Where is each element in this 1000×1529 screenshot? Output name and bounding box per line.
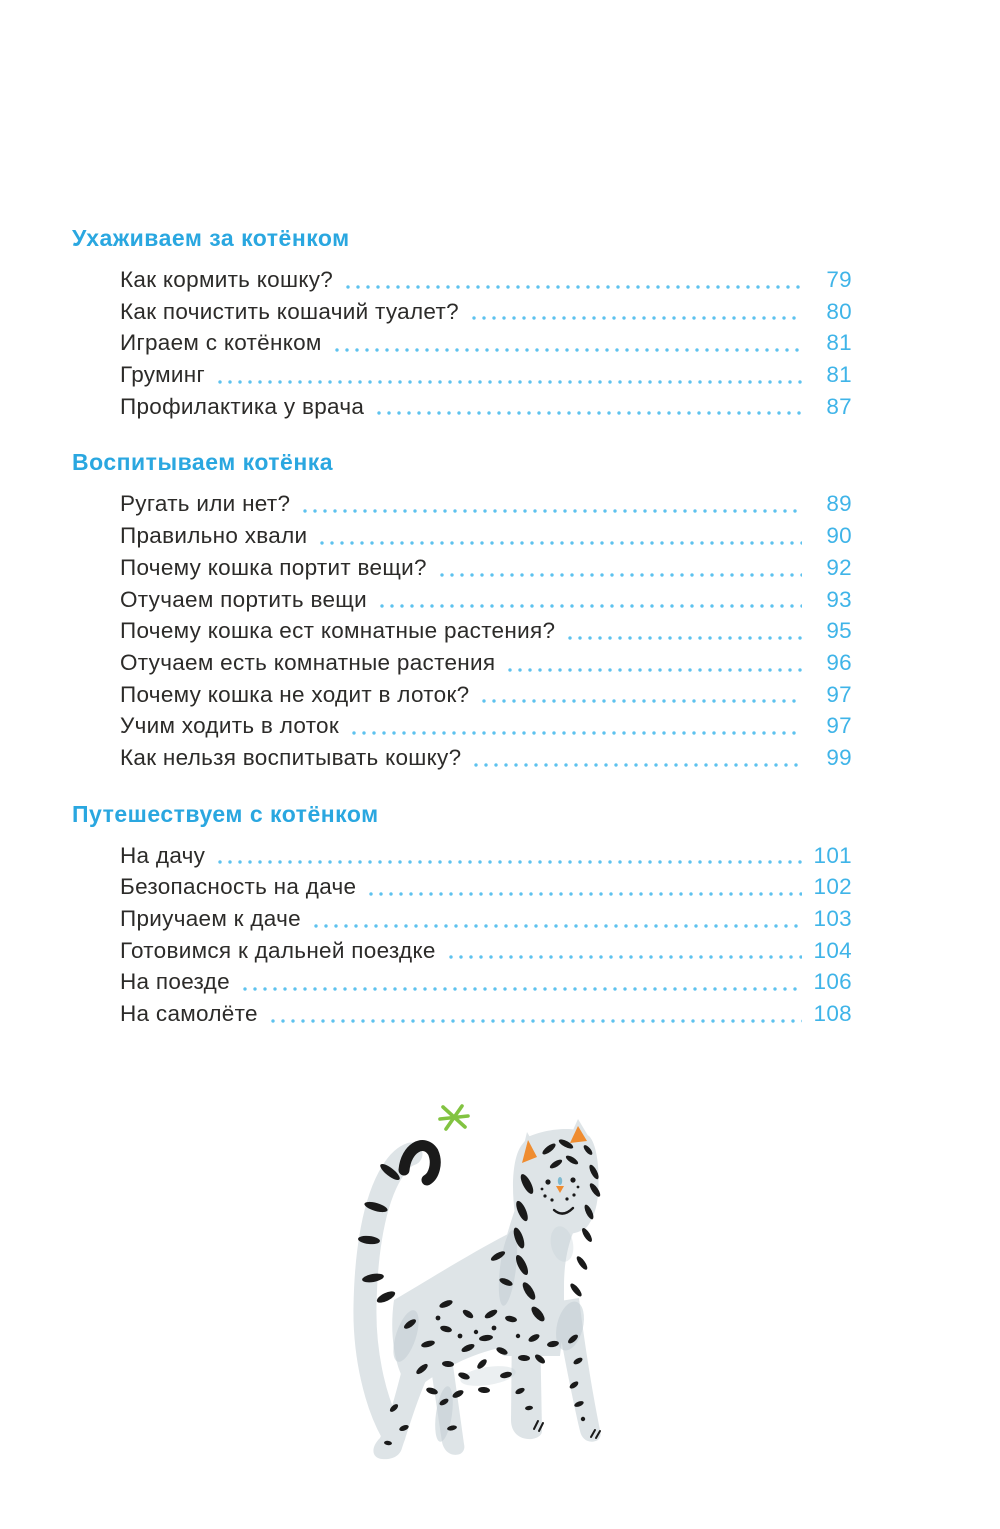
dotted-leader	[343, 284, 802, 289]
toc-entry: Ругать или нет? 89	[72, 488, 852, 520]
cat-tail	[353, 1142, 423, 1448]
dotted-leader	[310, 923, 802, 928]
dotted-leader	[445, 955, 802, 960]
toc-entry-page-number: 89	[826, 491, 852, 517]
toc-entry-title: Почему кошка ест комнатные растения?	[120, 618, 556, 644]
toc-entry: Как нельзя воспитывать кошку? 99	[72, 742, 852, 774]
toc-entry: Как кормить кошку? 79	[72, 264, 852, 296]
toc-entry: Груминг 81	[72, 359, 852, 391]
toc-entry-page-number: 93	[826, 586, 852, 612]
cat-ear-inner	[522, 1126, 587, 1163]
toc-entry: Почему кошка не ходит в лоток? 97	[72, 679, 852, 711]
toc-entry-page-number: 101	[813, 842, 852, 868]
section-heading: Воспитываем котёнка	[72, 449, 334, 476]
toc-entry-page-number: 97	[826, 681, 852, 707]
toc-entry-page-number: 79	[826, 267, 852, 292]
toc-entry-page-number: 103	[813, 906, 852, 931]
toc-section: Путешествуем с котёнком На дачу 101 Безопас…	[72, 797, 852, 1030]
toc-entry-page-number: 95	[826, 618, 852, 644]
toc-entry: Отучаем портить вещи 93	[72, 584, 852, 616]
toc-entry-page-number: 87	[826, 393, 852, 419]
toc-entry-title: Ругать или нет?	[120, 491, 291, 517]
dotted-leader	[468, 316, 802, 321]
toc-entry-title: Почему кошка портит вещи?	[120, 554, 427, 580]
toc-entry-title: Как кормить кошку?	[120, 267, 334, 292]
cat-face	[540, 1177, 580, 1215]
section-heading: Ухаживаем за котёнком	[72, 225, 350, 251]
toc-entry-title: Как почистить кошачий туалет?	[120, 298, 459, 324]
toc-entry: На дачу 101	[72, 840, 852, 872]
toc-entry: Приучаем к даче 103	[72, 903, 852, 935]
toc-entry-title: Правильно хвали	[120, 523, 308, 549]
dotted-leader	[471, 762, 802, 767]
dotted-leader	[349, 730, 802, 735]
toc-entry-page-number: 99	[826, 744, 852, 770]
toc-entry: Почему кошка ест комнатные растения? 95	[72, 615, 852, 647]
toc-entry-page-number: 92	[826, 554, 852, 580]
toc-entry-page-number: 106	[813, 969, 852, 995]
dotted-leader	[300, 509, 802, 514]
toc-entry-page-number: 90	[826, 523, 852, 549]
toc-entry: Безопасность на даче 102	[72, 871, 852, 903]
toc-entry: На самолёте 108	[72, 998, 852, 1030]
dotted-leader	[267, 1018, 802, 1023]
toc-entry-page-number: 80	[826, 298, 852, 324]
toc-entry: Профилактика у врача 87	[72, 391, 852, 423]
dotted-leader	[479, 699, 802, 704]
toc-entry-title: Играем с котёнком	[120, 330, 322, 356]
dotted-leader	[331, 348, 802, 353]
toc-entry-page-number: 96	[826, 649, 852, 675]
dotted-leader	[317, 540, 802, 545]
toc-entry: Учим ходить в лоток 97	[72, 710, 852, 742]
toc-entry: Отучаем есть комнатные растения 96	[72, 647, 852, 679]
toc-entry-page-number: 108	[813, 1001, 852, 1027]
toc-entry: Играем с котёнком 81	[72, 327, 852, 359]
toc-entry-page-number: 104	[813, 937, 852, 963]
toc-entry-title: Профилактика у врача	[120, 393, 365, 419]
toc-entry-title: Почему кошка не ходит в лоток?	[120, 681, 470, 707]
toc-entry-title: Отучаем есть комнатные растения	[120, 649, 496, 675]
toc-entry-title: На самолёте	[120, 1001, 258, 1027]
dotted-leader	[239, 987, 802, 992]
toc-entry-title: Учим ходить в лоток	[120, 713, 340, 739]
toc-entry-page-number: 81	[826, 362, 852, 388]
cat-illustration	[353, 1104, 601, 1460]
star-icon	[438, 1104, 470, 1131]
dotted-leader	[505, 667, 802, 672]
dotted-leader	[376, 604, 802, 609]
dotted-leader	[214, 379, 802, 384]
toc-entry-title: Груминг	[120, 362, 205, 388]
cat-eyes-and-freckles	[540, 1177, 580, 1202]
toc-entry-page-number: 81	[826, 330, 852, 356]
toc-entry-title: Приучаем к даче	[120, 906, 301, 931]
section-heading: Путешествуем с котёнком	[72, 800, 379, 827]
dotted-leader	[366, 892, 802, 896]
toc-entry-title: На дачу	[120, 842, 206, 868]
toc-section: Воспитываем котёнка Ругать или нет? 89 Прав…	[72, 445, 852, 773]
toc-entry-title: На поезде	[120, 969, 230, 995]
dotted-leader	[374, 411, 802, 416]
toc-entry-title: Готовимся к дальней поездке	[120, 937, 436, 963]
table-of-contents: Ухаживаем за котёнком Как кормить кошку? 7…	[72, 221, 852, 1030]
toc-section: Ухаживаем за котёнком Как кормить кошку? 7…	[72, 221, 852, 422]
cat-nose-glint	[557, 1177, 563, 1185]
toc-entry-page-number: 97	[826, 713, 852, 739]
toc-entry-title: Как нельзя воспитывать кошку?	[120, 744, 462, 770]
dotted-leader	[565, 635, 802, 640]
toc-entry: На поезде 106	[72, 966, 852, 998]
toc-entry-page-number: 102	[813, 874, 852, 900]
cat-nose	[556, 1186, 564, 1193]
toc-entry-title: Безопасность на даче	[120, 874, 357, 900]
cat-fur-marks	[358, 1139, 601, 1446]
dotted-leader	[436, 572, 802, 577]
toc-entry: Готовимся к дальней поездке 104	[72, 935, 852, 967]
toc-entry: Почему кошка портит вещи? 92	[72, 552, 852, 584]
cat-smile	[552, 1206, 575, 1215]
toc-entry: Правильно хвали 90	[72, 520, 852, 552]
toc-entry: Как почистить кошачий туалет? 80	[72, 296, 852, 328]
toc-entry-title: Отучаем портить вещи	[120, 586, 367, 612]
dotted-leader	[215, 860, 802, 865]
